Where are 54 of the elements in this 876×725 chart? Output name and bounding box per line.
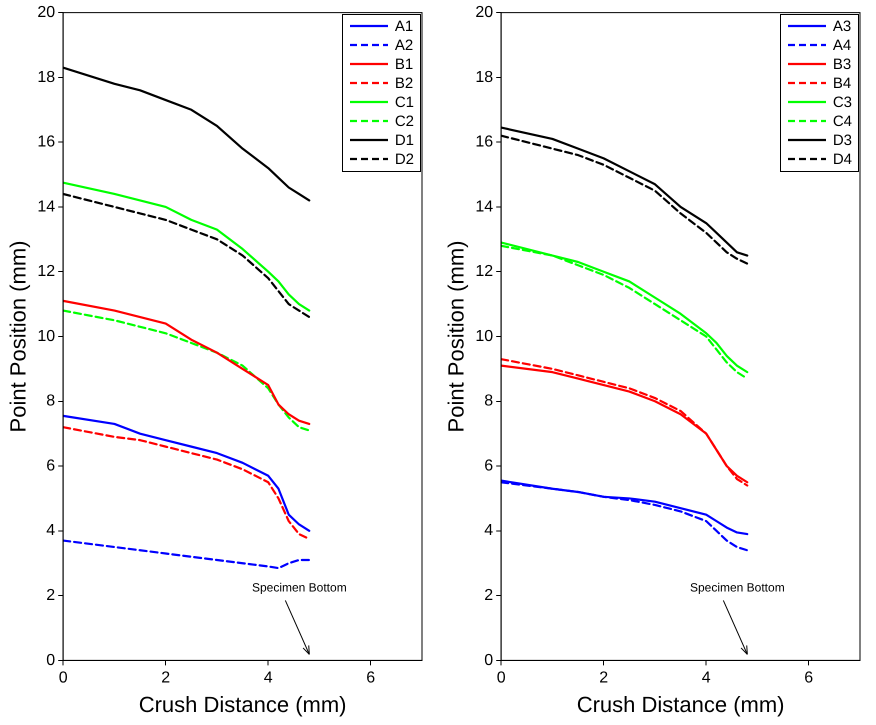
legend-label: C3 [832,94,852,111]
legend-label: A1 [394,18,414,35]
y-tick-label: 20 [475,4,494,22]
legend-label: B3 [832,56,852,73]
legend-label: B1 [394,56,414,73]
x-tick-label: 6 [804,669,814,686]
y-tick-label: 18 [475,68,494,86]
legend-label: D4 [832,150,852,168]
x-tick-label: 0 [58,669,68,686]
y-tick-label: 10 [37,328,56,345]
legend-label: B2 [394,74,414,92]
y-tick-label: 14 [37,198,56,216]
y-tick-label: 12 [37,263,56,280]
legend-label: C4 [832,112,852,130]
y-tick-label: 2 [46,587,56,604]
x-tick-label: 2 [161,669,170,686]
x-tick-label: 0 [496,669,506,686]
y-tick-label: 2 [484,587,494,604]
y-tick-label: 10 [475,328,494,345]
y-tick-label: 6 [484,457,494,474]
y-tick-label: 8 [46,392,56,410]
y-axis-title: Point Position (mm) [5,240,30,432]
y-tick-label: 4 [46,522,56,540]
y-tick-label: 16 [37,134,56,151]
x-axis-title: Crush Distance (mm) [138,692,347,717]
x-tick-label: 6 [366,669,376,686]
y-tick-label: 12 [475,263,494,280]
y-tick-label: 0 [46,652,56,669]
line-series [63,539,310,570]
legend-label: D2 [394,150,414,168]
legend-label: C2 [394,112,414,130]
y-tick-label: 8 [484,392,494,410]
y-tick-label: 6 [46,457,56,474]
legend-label: D3 [832,132,852,149]
x-tick-label: 4 [264,669,273,686]
legend-label: D1 [394,132,414,149]
y-tick-label: 20 [37,4,56,22]
annotation: Specimen Bottom [690,580,785,595]
y-tick-label: 4 [484,522,494,540]
y-axis-title: Point Position (mm) [443,240,468,432]
x-axis-title: Crush Distance (mm) [576,692,785,717]
legend-label: B4 [832,74,852,92]
y-tick-label: 0 [484,652,494,669]
line-series [63,426,310,540]
legend-label: C1 [394,94,414,111]
y-tick-label: 14 [475,198,494,216]
legend-label: A4 [832,36,852,54]
x-tick-label: 2 [599,669,608,686]
x-tick-label: 4 [702,669,711,686]
legend-label: A2 [394,36,414,54]
legend-label: A3 [832,18,852,35]
annotation: Specimen Bottom [252,580,347,595]
y-tick-label: 18 [37,68,56,86]
y-tick-label: 16 [475,134,494,151]
